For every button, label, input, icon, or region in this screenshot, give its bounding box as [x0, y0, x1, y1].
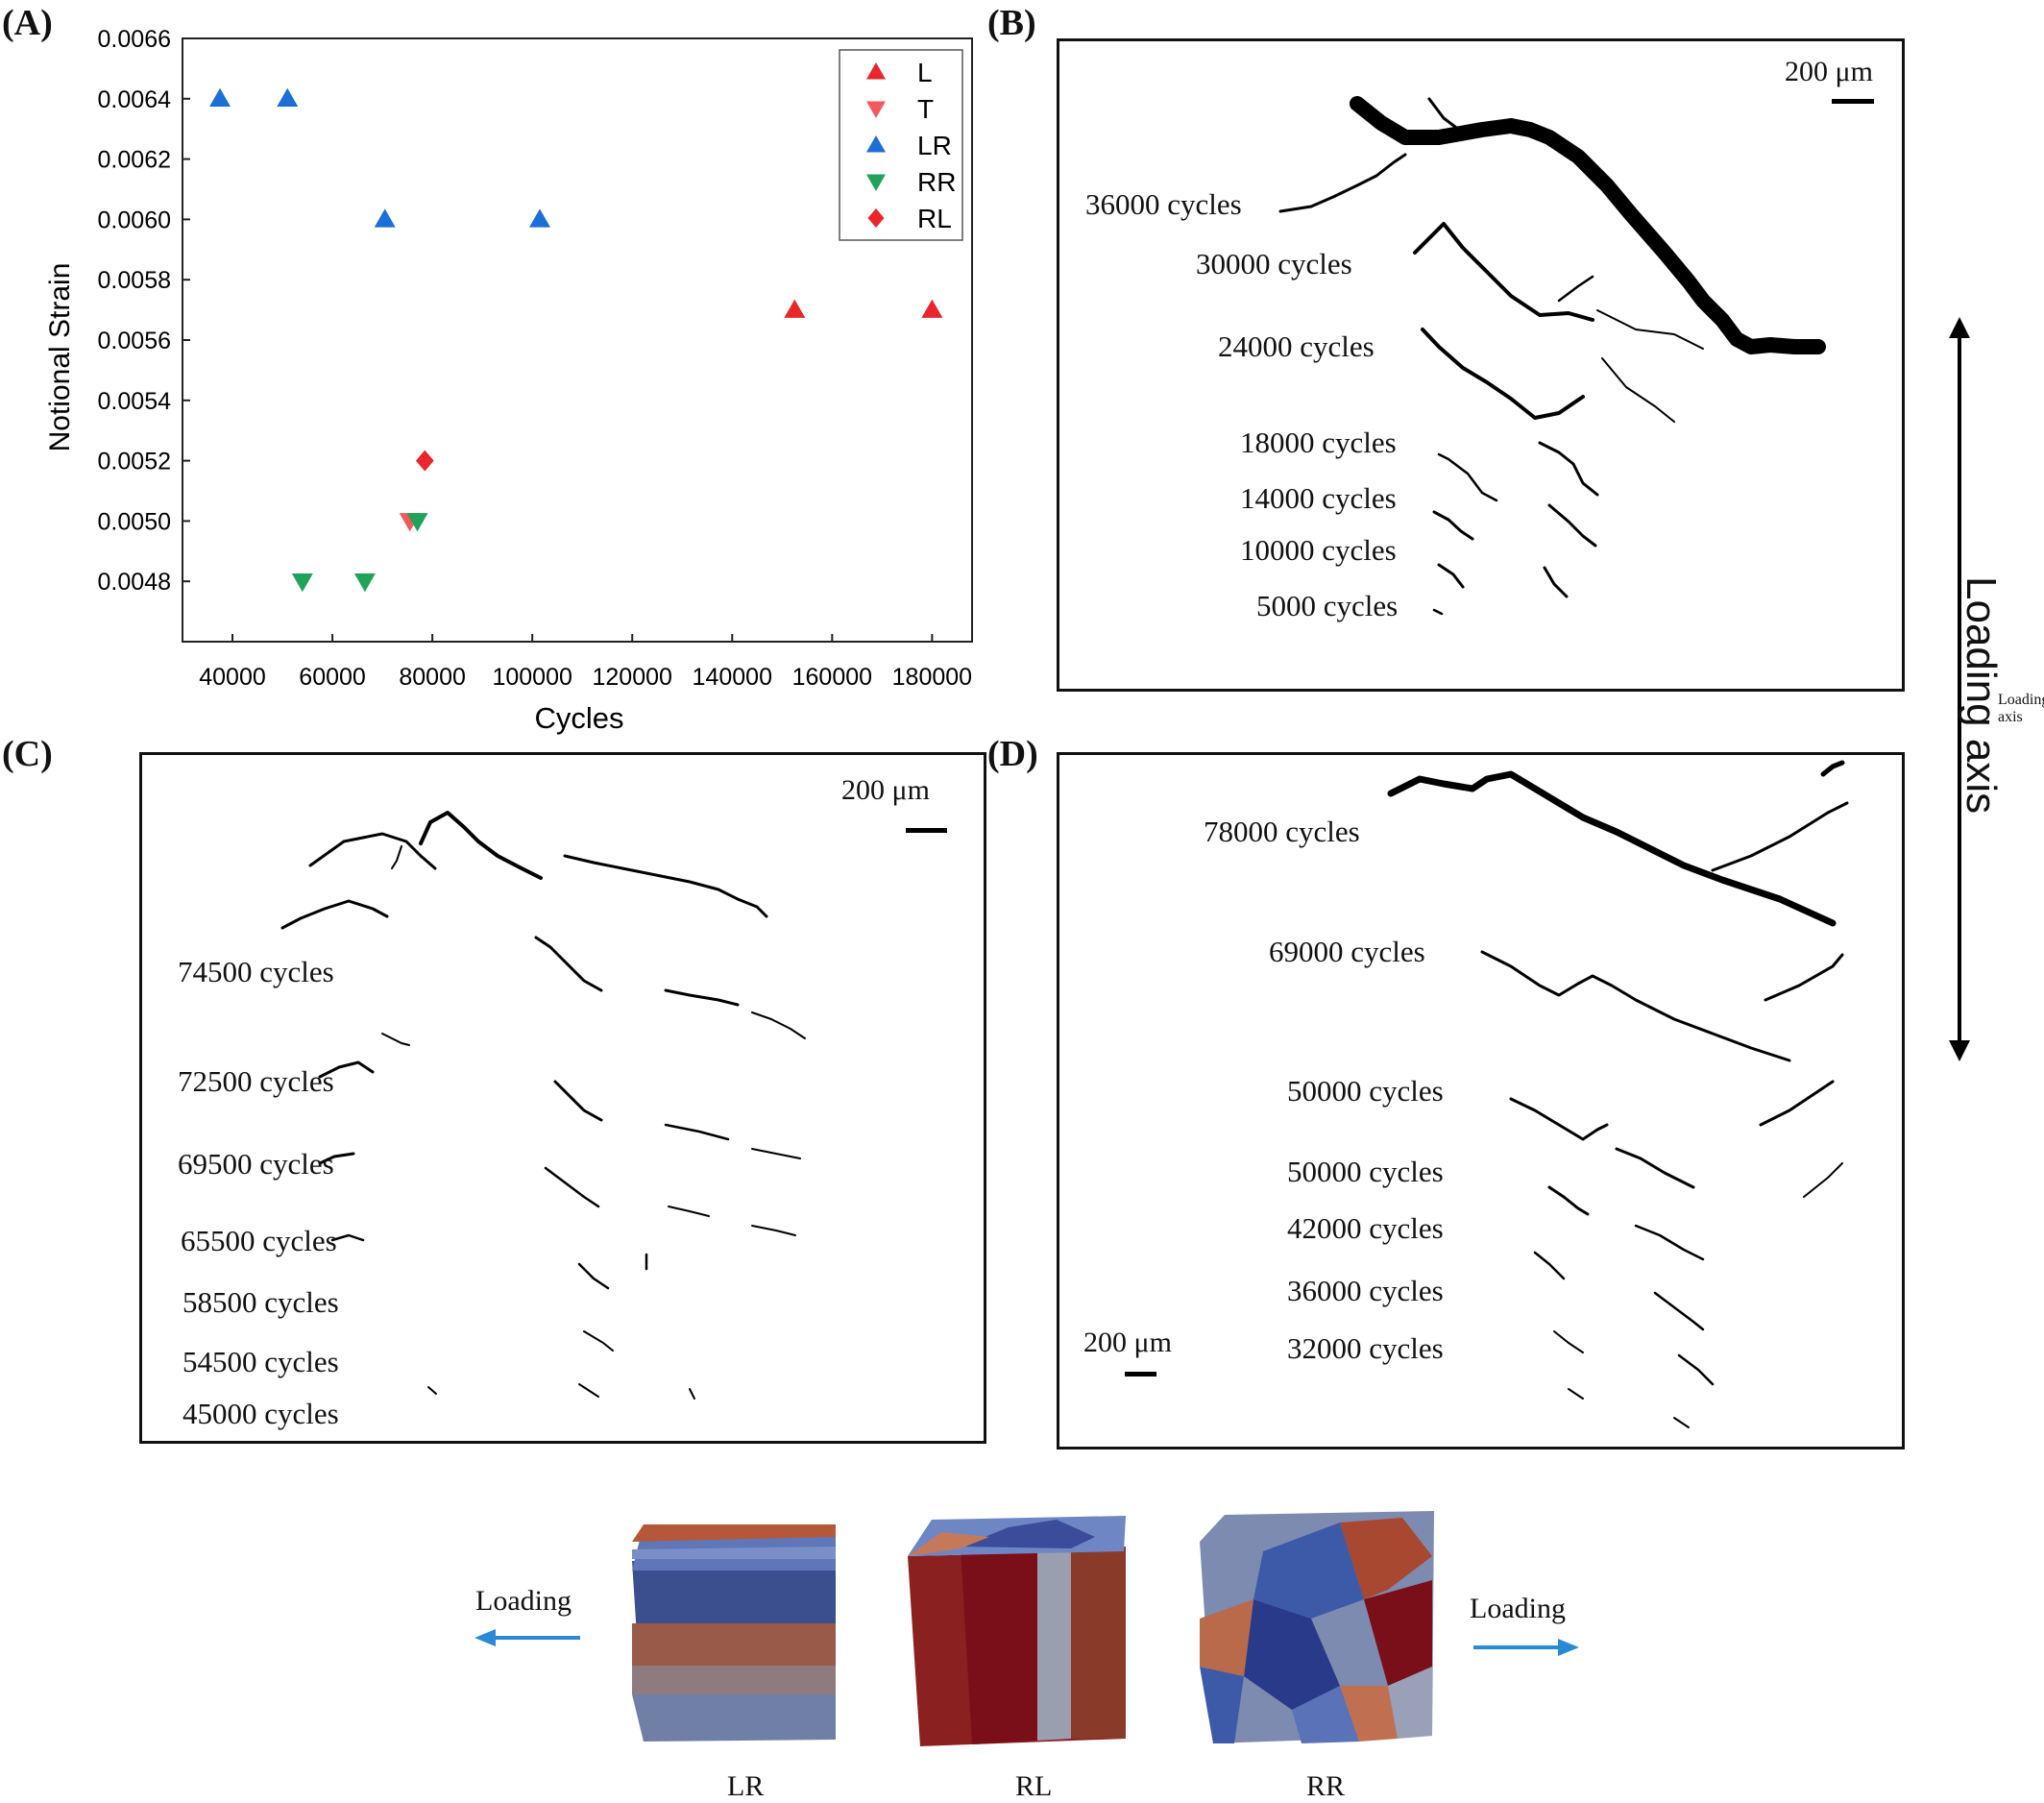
- panel-d-label-3: 50000 cycles: [1287, 1155, 1444, 1188]
- panel-letter-b: (B): [987, 3, 1036, 43]
- panel-d-scale-label: 200 μm: [1083, 1327, 1172, 1358]
- panel-d-label-4: 42000 cycles: [1287, 1211, 1444, 1245]
- x-axis-label: Cycles: [534, 701, 623, 735]
- panel-d-label-2: 50000 cycles: [1287, 1074, 1444, 1108]
- panel-b-label-5: 10000 cycles: [1240, 533, 1397, 567]
- legend-label-t: T: [917, 94, 934, 124]
- data-point-rr: [406, 513, 428, 532]
- legend-label-rr: RR: [917, 167, 956, 197]
- data-point-rr: [291, 573, 313, 593]
- x-tick-label: 100000: [492, 664, 572, 691]
- panel-c-label-2: 69500 cycles: [178, 1147, 334, 1181]
- panel-b-label-2: 24000 cycles: [1218, 329, 1375, 363]
- x-tick-label: 60000: [299, 664, 366, 691]
- panel-c-frame: 200 μm 74500 cycles 72500 cycles 69500 c…: [139, 752, 986, 1444]
- legend-marker-rl: [867, 208, 885, 228]
- panel-d-frame: 78000 cycles 69000 cycles 50000 cycles 5…: [1057, 752, 1905, 1450]
- right-loading-arrow: [1473, 1639, 1579, 1656]
- cube-label-rr: RR: [1306, 1770, 1346, 1802]
- cube-label-rl: RL: [1015, 1770, 1053, 1802]
- x-tick-label: 180000: [892, 664, 972, 691]
- panel-b-crack-image: [1278, 96, 1826, 616]
- y-tick-label: 0.0064: [98, 86, 172, 113]
- legend-marker-t: [866, 101, 886, 118]
- data-point-lr: [528, 208, 550, 228]
- panel-c-scale-label: 200 μm: [841, 774, 930, 806]
- x-tick-label: 80000: [399, 664, 466, 691]
- data-point-lr: [277, 87, 299, 108]
- y-tick-label: 0.0050: [98, 508, 171, 535]
- panel-b-label-0: 36000 cycles: [1085, 187, 1242, 221]
- lr-cube: [632, 1524, 836, 1742]
- y-tick-label: 0.0060: [98, 207, 171, 233]
- panel-c-label-6: 45000 cycles: [182, 1397, 339, 1430]
- legend-marker-l: [866, 62, 886, 80]
- legend-label-lr: LR: [917, 131, 952, 160]
- rr-cube: [1200, 1511, 1434, 1743]
- panel-d-scale-bar: [1125, 1372, 1156, 1377]
- left-loading-label: Loading: [475, 1585, 572, 1617]
- panel-b-label-3: 18000 cycles: [1240, 426, 1397, 459]
- panel-c-crack-image: [280, 811, 806, 1400]
- left-loading-arrow: [474, 1629, 580, 1646]
- x-tick-label: 40000: [199, 664, 266, 691]
- y-axis-label: Notional Strain: [44, 263, 76, 452]
- y-tick-label: 0.0062: [98, 147, 171, 174]
- data-point-lr: [374, 208, 396, 228]
- legend-label-l: L: [917, 58, 933, 87]
- panel-d-crack-image: [1387, 760, 1849, 1428]
- loading-axis-text-span: Loading axis: [1958, 576, 2005, 815]
- loading-axis-arrow: [1949, 317, 1970, 1061]
- panel-d-label-6: 32000 cycles: [1287, 1331, 1444, 1365]
- data-point-rr: [353, 573, 376, 593]
- x-tick-label: 140000: [693, 664, 772, 691]
- data-point-l: [784, 299, 806, 318]
- y-axis-ticks: 0.0048 0.0050 0.0052 0.0054 0.0056 0.0058 0.00…: [98, 26, 190, 596]
- y-tick-label: 0.0058: [98, 267, 171, 294]
- data-point-rl: [415, 450, 434, 472]
- panel-d-label-1: 69000 cycles: [1269, 935, 1425, 968]
- panel-letter-a: (A): [2, 3, 53, 43]
- y-tick-label: 0.0052: [98, 449, 171, 475]
- y-tick-label: 0.0056: [98, 328, 171, 354]
- panel-c-scale-bar: [906, 828, 947, 833]
- legend-marker-rr: [866, 174, 886, 191]
- panel-b-label-4: 14000 cycles: [1240, 481, 1397, 515]
- y-tick-label: 0.0054: [98, 388, 172, 415]
- x-tick-label: 120000: [593, 664, 672, 691]
- data-point-l: [921, 299, 943, 318]
- rl-cube: [908, 1516, 1126, 1746]
- lr-layer-2: [632, 1623, 836, 1666]
- panel-c-label-1: 72500 cycles: [178, 1064, 334, 1098]
- panel-b-scale-bar: [1832, 99, 1874, 104]
- y-tick-label: 0.0048: [98, 569, 171, 596]
- x-tick-label: 160000: [792, 664, 872, 691]
- x-axis-ticks: 40000 60000 80000 100000 120000 140000 160000 1…: [199, 634, 972, 691]
- panel-b-label-6: 5000 cycles: [1256, 589, 1399, 622]
- panel-c-label-4: 58500 cycles: [182, 1285, 339, 1319]
- panel-c-label-5: 54500 cycles: [182, 1345, 339, 1378]
- panel-d-label-0: 78000 cycles: [1204, 815, 1360, 848]
- panel-letter-c: (C): [2, 734, 53, 774]
- y-tick-label: 0.0066: [98, 26, 171, 53]
- panel-d-label-5: 36000 cycles: [1287, 1274, 1444, 1307]
- panel-b-scale-label: 200 μm: [1785, 56, 1873, 87]
- panel-letter-d: (D): [987, 734, 1038, 774]
- notional-strain-scatter-chart: 0.0048 0.0050 0.0052 0.0054 0.0056 0.0058 0.00…: [44, 26, 973, 735]
- data-point-lr: [209, 87, 231, 108]
- legend-label-rl: RL: [917, 204, 952, 233]
- legend-marker-lr: [866, 135, 886, 153]
- legend-box: [839, 49, 963, 241]
- data-points: [209, 87, 943, 593]
- panel-b-label-1: 30000 cycles: [1196, 247, 1352, 280]
- panel-c-label-0: 74500 cycles: [178, 955, 334, 988]
- panel-b-frame: 200 μm 36000 cycles 30000 cycles 24000 c…: [1057, 38, 1905, 692]
- cube-label-lr: LR: [727, 1770, 765, 1802]
- panel-c-label-3: 65500 cycles: [181, 1224, 337, 1257]
- legend: LT LR RR RL: [839, 49, 963, 241]
- right-loading-label: Loading: [1470, 1593, 1566, 1624]
- lr-layer-3: [632, 1666, 836, 1694]
